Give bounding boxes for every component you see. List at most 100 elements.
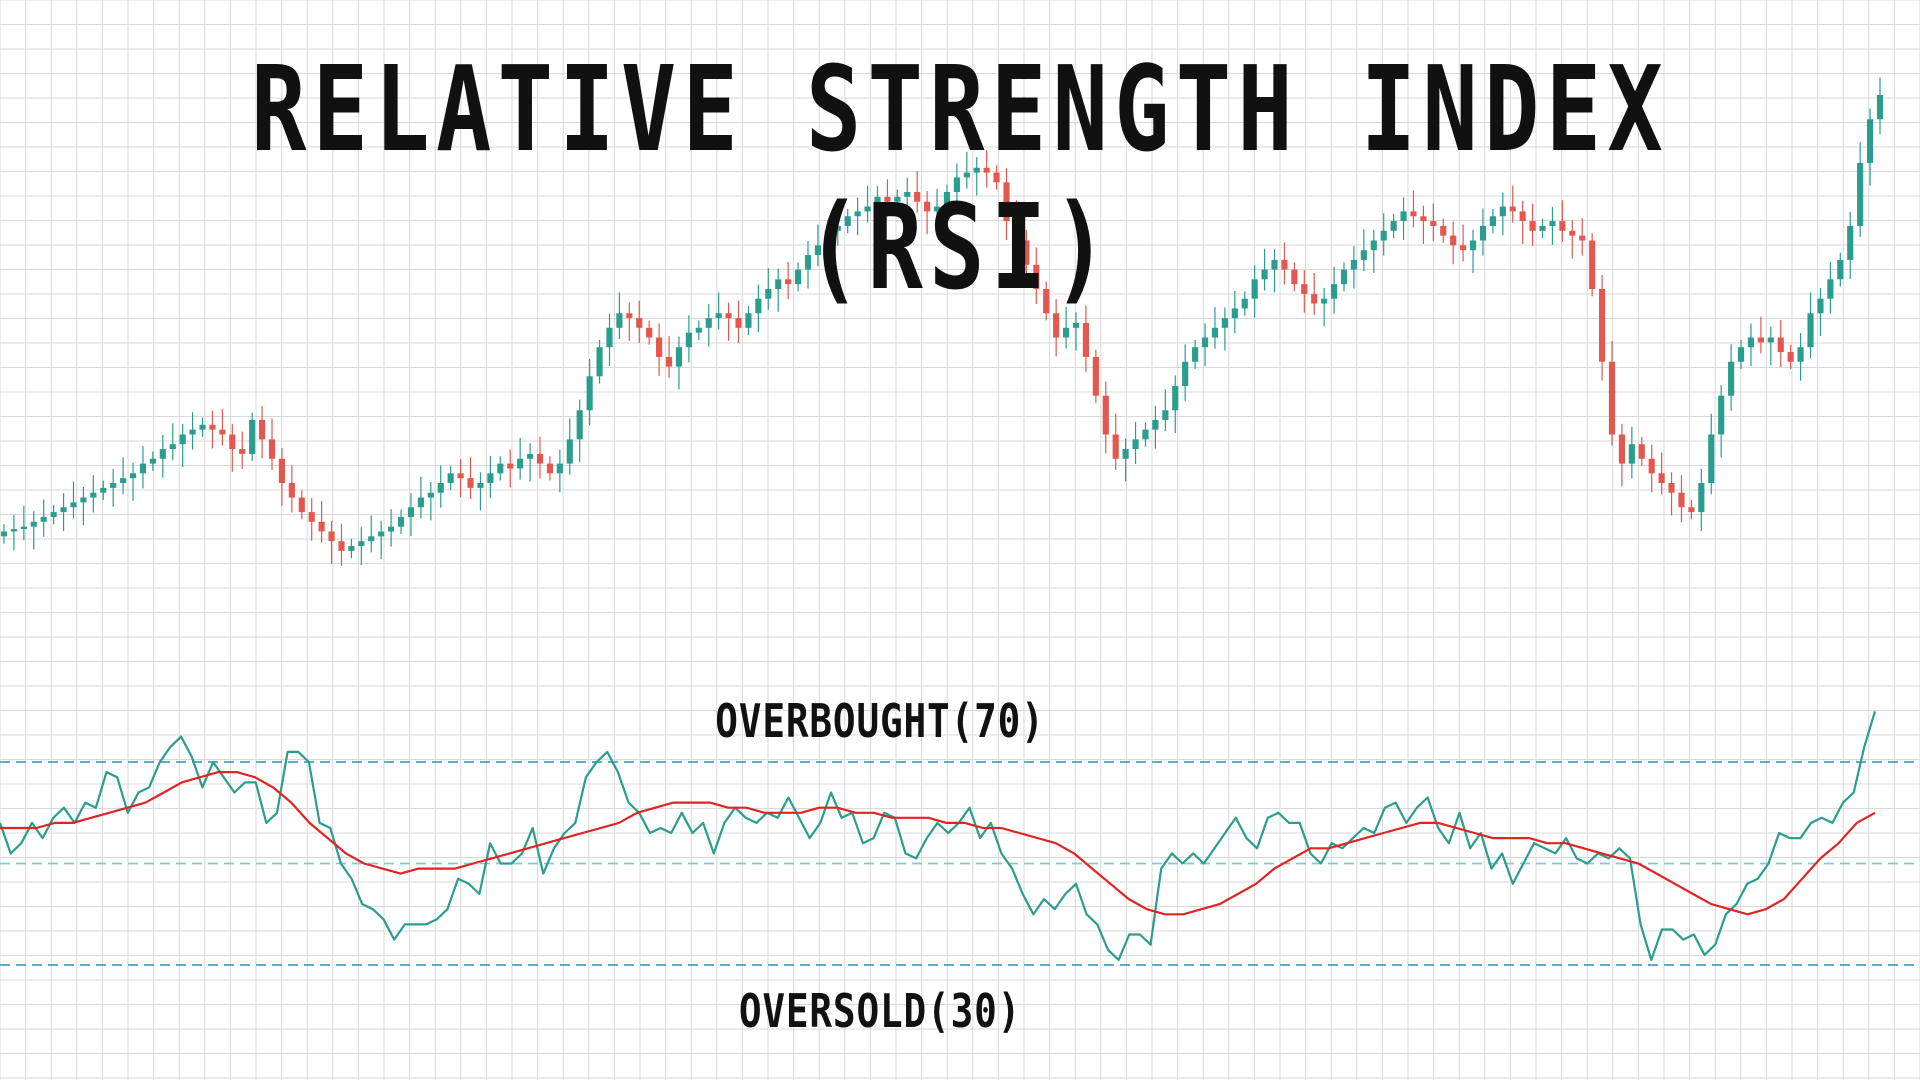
candle-body — [576, 410, 583, 440]
candle — [1579, 218, 1586, 256]
candle — [1112, 413, 1119, 470]
candle — [169, 423, 176, 461]
chart-title: RELATIVE STRENGTH INDEX (RSI) — [250, 40, 1670, 316]
candle-body — [1678, 492, 1685, 508]
candle-body — [656, 337, 663, 357]
candle-body — [229, 434, 236, 450]
candle-body — [586, 376, 593, 411]
candle-body — [1162, 410, 1169, 420]
candle — [924, 191, 931, 235]
candle-body — [1559, 221, 1566, 231]
candle — [239, 431, 246, 469]
candle — [725, 302, 732, 341]
candle-body — [1132, 439, 1139, 450]
candle-body — [636, 318, 643, 328]
candle — [1013, 200, 1020, 252]
candle — [249, 412, 256, 462]
candle — [536, 436, 544, 479]
candle — [864, 185, 871, 223]
candle — [1460, 224, 1467, 262]
candle — [1777, 320, 1784, 368]
candle-body — [794, 269, 802, 285]
candle — [884, 179, 891, 217]
candle — [1747, 323, 1755, 367]
candle-body — [397, 516, 405, 527]
candle — [1390, 213, 1397, 239]
candle-body — [318, 521, 325, 532]
candle — [1837, 252, 1844, 287]
candle-body — [546, 463, 554, 474]
candle-body — [90, 492, 97, 498]
candle-body — [646, 327, 653, 338]
candle — [646, 320, 653, 345]
candle-body — [209, 424, 216, 430]
candle — [973, 157, 980, 196]
candle-body — [1251, 279, 1258, 299]
candle-body — [1291, 269, 1298, 285]
candle-body — [288, 483, 295, 498]
candle — [1162, 389, 1169, 432]
candlestick-series — [0, 77, 1884, 566]
candle — [606, 313, 613, 367]
candle — [1082, 305, 1090, 372]
candle — [993, 165, 1000, 190]
candle — [626, 302, 633, 341]
candle — [1608, 340, 1616, 446]
candle — [1598, 274, 1606, 381]
candle-body — [735, 318, 742, 328]
candle — [943, 184, 951, 214]
candle-body — [616, 313, 623, 328]
candle-body — [467, 478, 474, 488]
candle — [497, 456, 504, 481]
candle — [933, 189, 941, 227]
candle-body — [725, 313, 732, 319]
candle — [10, 515, 18, 551]
candle-body — [30, 521, 37, 527]
candle-body — [1350, 259, 1358, 270]
candle — [1301, 270, 1308, 313]
candle-body — [1728, 361, 1735, 396]
candle — [1043, 281, 1050, 321]
candle — [298, 490, 305, 520]
candle — [1092, 349, 1099, 403]
candle-body — [437, 483, 444, 493]
candle-body — [1668, 483, 1675, 493]
candle-body — [169, 444, 176, 450]
candle-body — [854, 211, 861, 217]
candle-body — [894, 196, 901, 202]
candle-body — [1866, 119, 1874, 163]
candle-body — [1638, 444, 1645, 459]
candle-body — [1211, 327, 1219, 338]
candle — [189, 412, 196, 450]
candle — [1192, 339, 1199, 370]
candle — [1370, 229, 1377, 273]
candle — [1172, 375, 1179, 434]
candle-body — [1053, 313, 1060, 338]
candle — [50, 504, 57, 525]
candle-body — [159, 449, 166, 459]
candle-body — [1837, 259, 1844, 280]
oversold-label: OVERSOLD(30) — [738, 984, 1022, 1038]
candle-body — [924, 201, 931, 212]
candle — [120, 457, 127, 495]
candle — [80, 486, 87, 526]
candle-body — [40, 516, 47, 522]
candle — [427, 482, 434, 521]
candle-body — [1112, 434, 1119, 459]
candle — [1559, 200, 1566, 242]
candle — [129, 462, 137, 501]
candle-body — [1410, 211, 1417, 217]
candle-body — [1569, 230, 1576, 236]
candle — [477, 472, 484, 511]
candle-body — [1192, 347, 1199, 362]
candle-body — [1618, 434, 1626, 464]
candle-body — [1172, 386, 1179, 411]
candle-body — [1648, 458, 1655, 474]
candle-body — [1360, 250, 1367, 260]
candle — [70, 481, 77, 519]
candle — [1291, 262, 1298, 292]
candle-body — [1043, 289, 1050, 314]
candle — [397, 509, 405, 534]
candle-body — [526, 453, 534, 459]
candle — [417, 476, 424, 519]
